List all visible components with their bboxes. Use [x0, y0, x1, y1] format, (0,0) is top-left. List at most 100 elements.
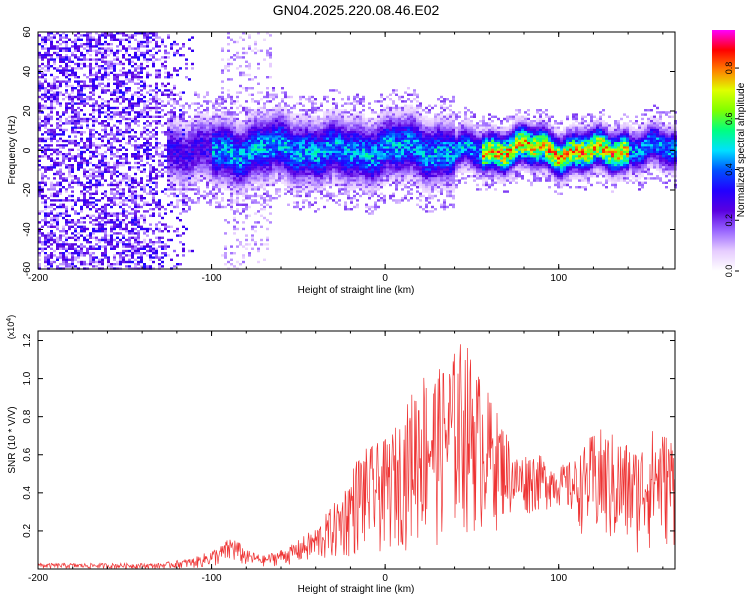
spectrogram-cell	[296, 155, 299, 158]
spectrogram-cell	[197, 117, 200, 121]
spectrogram-cell	[173, 113, 176, 116]
spectrogram-cell	[164, 166, 167, 169]
spectrogram-cell	[125, 113, 128, 116]
spectrogram-cell	[119, 201, 122, 204]
spectrogram-cell	[116, 150, 119, 154]
spectrogram-cell	[104, 192, 107, 195]
spectrogram-cell	[158, 175, 161, 178]
spectrogram-cell	[89, 49, 92, 52]
spectrogram-cell	[161, 100, 164, 103]
spectrogram-cell	[272, 166, 275, 169]
spectrogram-cell	[233, 139, 236, 143]
spectrogram-cell	[131, 34, 134, 37]
spectrogram-cell	[305, 126, 308, 129]
spectrogram-cell	[77, 225, 80, 228]
spectrogram-cell	[311, 122, 314, 125]
spectrogram-cell	[182, 43, 185, 46]
spectrogram-cell	[89, 69, 92, 72]
spectrogram-cell	[269, 177, 272, 180]
spectrogram-cell	[254, 113, 257, 116]
spectrogram-cell	[227, 139, 230, 143]
spectrogram-cell	[170, 137, 173, 140]
spectrogram-cell	[128, 60, 131, 63]
spectrogram-cell	[308, 194, 311, 198]
spectrogram-cell	[221, 157, 224, 160]
spectrogram-cell	[92, 205, 95, 209]
spectrogram-cell	[257, 186, 260, 189]
spectrogram-cell	[326, 164, 329, 167]
spectrogram-cell	[251, 175, 254, 178]
spectrogram-cell	[266, 54, 269, 57]
spectrogram-cell	[119, 183, 122, 187]
spectrogram-cell	[317, 164, 320, 167]
spectrogram-cell	[248, 135, 251, 138]
spectrogram-cell	[137, 181, 140, 184]
spectrogram-cell	[251, 201, 254, 204]
spectrogram-cell	[110, 212, 113, 215]
spectrogram-cell	[68, 175, 71, 178]
spectrogram-cell	[143, 227, 146, 231]
spectrogram-cell	[293, 188, 296, 191]
spectrogram-cell	[188, 148, 191, 151]
spectrogram-cell	[173, 150, 176, 154]
spectrogram-cell	[251, 172, 254, 176]
spectrogram-cell	[44, 36, 47, 39]
spectrogram-cell	[41, 194, 44, 198]
spectrogram-cell	[284, 91, 287, 94]
spectrogram-cell	[278, 120, 281, 123]
spectrogram-cell	[311, 111, 314, 114]
spectrogram-cell	[41, 73, 44, 77]
spectrogram-cell	[314, 164, 317, 167]
spectrogram-cell	[47, 98, 50, 101]
spectrogram-cell	[161, 104, 164, 107]
spectrogram-cell	[158, 256, 161, 259]
spectrogram-cell	[50, 205, 53, 209]
spectrogram-cell	[80, 260, 83, 264]
spectrogram-cell	[242, 161, 245, 165]
spectrogram-cell	[134, 54, 137, 57]
spectrogram-cell	[323, 126, 326, 129]
spectrogram-cell	[128, 205, 131, 209]
spectrogram-cell	[155, 84, 158, 88]
spectrogram-cell	[146, 150, 149, 154]
spectrogram-cell	[278, 128, 281, 132]
spectrogram-cell	[173, 175, 176, 178]
spectrogram-cell	[56, 221, 59, 224]
spectrogram-cell	[278, 168, 281, 171]
spectrogram-cell	[143, 203, 146, 206]
spectrogram-cell	[95, 260, 98, 264]
spectrogram-cell	[92, 144, 95, 147]
spectrogram-cell	[272, 170, 275, 173]
spectrogram-cell	[221, 254, 224, 257]
spectrogram-cell	[38, 232, 41, 235]
spectrogram-cell	[155, 148, 158, 151]
spectrogram-cell	[62, 67, 65, 70]
spectrogram-cell	[314, 181, 317, 184]
spectrogram-cell	[200, 126, 203, 129]
spectrogram-cell	[83, 186, 86, 189]
spectrogram-cell	[101, 161, 104, 165]
spectrogram-cell	[257, 117, 260, 121]
spectrogram-cell	[212, 137, 215, 140]
spectrogram-cell	[89, 40, 92, 44]
spectrogram-cell	[326, 172, 329, 176]
spectrogram-cell	[59, 137, 62, 140]
spectrogram-cell	[41, 111, 44, 114]
spectrogram-cell	[290, 137, 293, 140]
spectrogram-cell	[47, 144, 50, 147]
spectrogram-cell	[302, 144, 305, 147]
spectrogram-cell	[44, 258, 47, 261]
spectrogram-cell	[287, 117, 290, 121]
spectrogram-cell	[104, 161, 107, 165]
spectrogram-cell	[290, 135, 293, 138]
spectrogram-cell	[47, 106, 50, 110]
spectrogram-cell	[101, 51, 104, 55]
spectrogram-cell	[92, 252, 95, 255]
spectrogram-cell	[107, 67, 110, 70]
spectrogram-cell	[215, 183, 218, 187]
spectrogram-cell	[281, 168, 284, 171]
spectrogram-cell	[77, 120, 80, 123]
spectrogram-cell	[320, 150, 323, 154]
spectrogram-cell	[59, 133, 62, 136]
spectrogram-cell	[95, 54, 98, 57]
